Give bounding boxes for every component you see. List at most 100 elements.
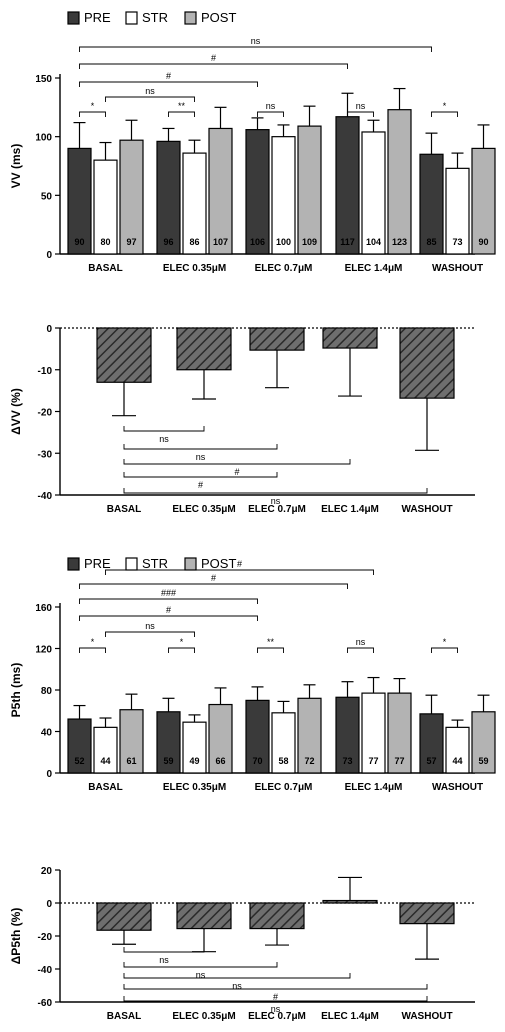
bar-pre: [156, 711, 181, 774]
significance-label: ns: [145, 86, 155, 96]
y-tick-label: 120: [35, 645, 52, 656]
significance-bracket: [123, 426, 205, 432]
significance-label: ns: [271, 496, 281, 506]
significance-bracket: [123, 488, 428, 494]
bar-value-label: 57: [426, 756, 436, 766]
bar-pre: [419, 713, 444, 774]
y-tick-label: 160: [35, 603, 52, 614]
bar-value-label: 77: [394, 756, 404, 766]
significance-label: *: [91, 637, 95, 647]
x-tick-label: BASAL: [107, 1011, 141, 1022]
significance-label: *: [443, 637, 447, 647]
bar-str: [361, 131, 386, 255]
legend-label: POST: [201, 10, 236, 25]
bar-delta: [399, 902, 455, 925]
bar-delta: [176, 902, 232, 930]
y-tick-label: 0: [46, 250, 52, 261]
significance-bracket: [123, 947, 205, 953]
significance-label: #: [211, 53, 216, 63]
significance-bracket: [123, 472, 278, 478]
x-tick-label: WASHOUT: [432, 263, 483, 274]
significance-bracket: [257, 647, 284, 653]
significance-label: *: [91, 101, 95, 111]
significance-label: ns: [159, 955, 169, 965]
bar-value-label: 44: [100, 756, 110, 766]
significance-bracket: [105, 96, 195, 102]
bar-value-label: 90: [478, 237, 488, 247]
y-tick-label: -40: [38, 965, 53, 976]
bar-pre: [245, 699, 270, 774]
significance-label: #: [234, 467, 239, 477]
significance-label: #: [198, 480, 203, 490]
significance-label: ns: [232, 981, 242, 991]
bar-value-label: 96: [163, 237, 173, 247]
significance-bracket: [79, 583, 348, 589]
significance-label: ###: [161, 588, 176, 598]
bar-delta: [176, 327, 232, 371]
x-tick-label: ELEC 0.35μM: [172, 1011, 235, 1022]
y-tick-label: 0: [46, 769, 52, 780]
x-tick-label: ELEC 0.7μM: [248, 1011, 306, 1022]
significance-bracket: [79, 111, 106, 117]
significance-label: #: [166, 71, 171, 81]
y-axis-label: ΔP5th (%): [9, 908, 23, 965]
significance-bracket: [79, 647, 106, 653]
y-tick-label: -20: [38, 408, 53, 419]
bar-post: [387, 692, 412, 774]
bar-post: [297, 697, 322, 774]
x-tick-label: ELEC 1.4μM: [345, 782, 403, 793]
bar-value-label: 100: [276, 237, 291, 247]
bar-delta: [249, 327, 305, 351]
x-tick-label: ELEC 1.4μM: [321, 1011, 379, 1022]
significance-bracket: [79, 63, 348, 69]
bar-delta: [96, 902, 152, 931]
bar-delta: [399, 327, 455, 399]
bar-value-label: 66: [215, 756, 225, 766]
legend-label: PRE: [84, 10, 111, 25]
bar-str: [271, 712, 296, 774]
bar-str: [182, 721, 207, 774]
significance-label: ns: [159, 434, 169, 444]
y-tick-label: -40: [38, 491, 53, 502]
significance-label: #: [166, 605, 171, 615]
significance-bracket: [123, 984, 428, 990]
bar-str: [361, 692, 386, 774]
bar-post: [119, 139, 144, 255]
y-tick-label: 0: [46, 324, 52, 335]
bar-pre: [245, 129, 270, 255]
bar-pre: [335, 696, 360, 774]
legend-swatch-pre: [67, 11, 80, 25]
bar-value-label: 52: [74, 756, 84, 766]
x-tick-label: BASAL: [88, 782, 122, 793]
significance-label: ns: [356, 637, 366, 647]
y-tick-label: -30: [38, 449, 53, 460]
y-axis-label: P5th (ms): [9, 663, 23, 718]
x-tick-label: ELEC 0.35μM: [163, 782, 226, 793]
legend-swatch-pre: [67, 557, 80, 571]
significance-bracket: [257, 111, 284, 117]
y-tick-label: 20: [41, 866, 53, 877]
significance-label: ns: [356, 101, 366, 111]
significance-bracket: [79, 81, 258, 87]
bar-delta: [96, 327, 152, 383]
bar-post: [471, 711, 496, 774]
bar-post: [119, 709, 144, 774]
bar-post: [387, 109, 412, 255]
significance-label: *: [443, 101, 447, 111]
significance-bracket: [123, 459, 351, 465]
y-tick-label: 150: [35, 74, 52, 85]
legend-swatch-str: [125, 11, 138, 25]
bar-str: [93, 726, 118, 774]
y-tick-label: -20: [38, 932, 53, 943]
significance-bracket: [123, 444, 278, 450]
legend-swatch-str: [125, 557, 138, 571]
legend-swatch-post: [184, 11, 197, 25]
legend-label: POST: [201, 556, 236, 571]
bar-delta: [322, 899, 378, 904]
x-tick-label: ELEC 1.4μM: [345, 263, 403, 274]
y-tick-label: -60: [38, 998, 53, 1009]
bar-value-label: 117: [340, 237, 355, 247]
significance-label: ns: [145, 621, 155, 631]
significance-bracket: [347, 647, 374, 653]
bar-pre: [67, 718, 92, 774]
